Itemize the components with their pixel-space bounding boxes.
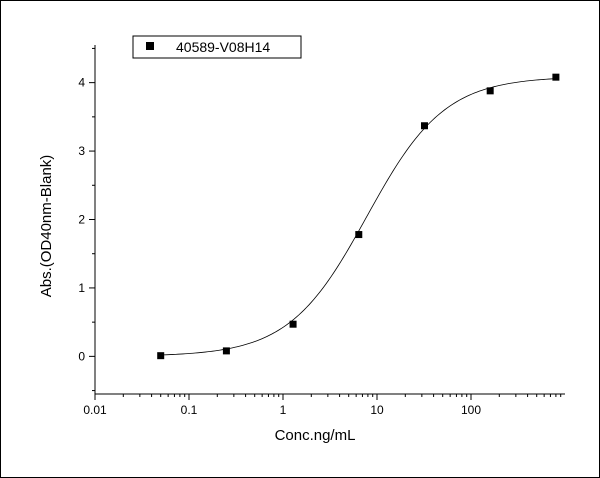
legend-marker <box>146 42 154 50</box>
legend-label: 40589-V08H14 <box>176 39 270 55</box>
axes: 0.01 0.1 1 10 100 0 1 2 3 4 <box>78 45 565 417</box>
x-tick-label: 1 <box>280 403 287 417</box>
data-point <box>486 87 494 95</box>
y-tick-label: 3 <box>78 144 85 158</box>
fit-curve <box>160 78 556 356</box>
data-points-layer <box>157 73 560 360</box>
data-point <box>552 73 560 81</box>
data-point <box>420 122 428 130</box>
x-tick-label: 10 <box>370 403 384 417</box>
legend-box <box>132 35 302 59</box>
data-point <box>355 231 363 239</box>
x-tick-label: 0.01 <box>83 403 107 417</box>
x-tick-label: 0.1 <box>181 403 198 417</box>
data-point <box>157 352 165 360</box>
y-axis-title: Abs.(OD40nm-Blank) <box>38 155 55 298</box>
y-tick-label: 2 <box>78 213 85 227</box>
y-tick-label: 0 <box>78 349 85 363</box>
legend: 40589-V08H14 <box>132 35 302 59</box>
data-point <box>289 320 297 328</box>
fit-curve-layer <box>160 78 556 356</box>
x-tick-label: 100 <box>461 403 481 417</box>
y-tick-label: 4 <box>78 76 85 90</box>
y-tick-label: 1 <box>78 281 85 295</box>
data-point <box>222 347 230 355</box>
x-axis-title: Conc.ng/mL <box>275 427 356 444</box>
